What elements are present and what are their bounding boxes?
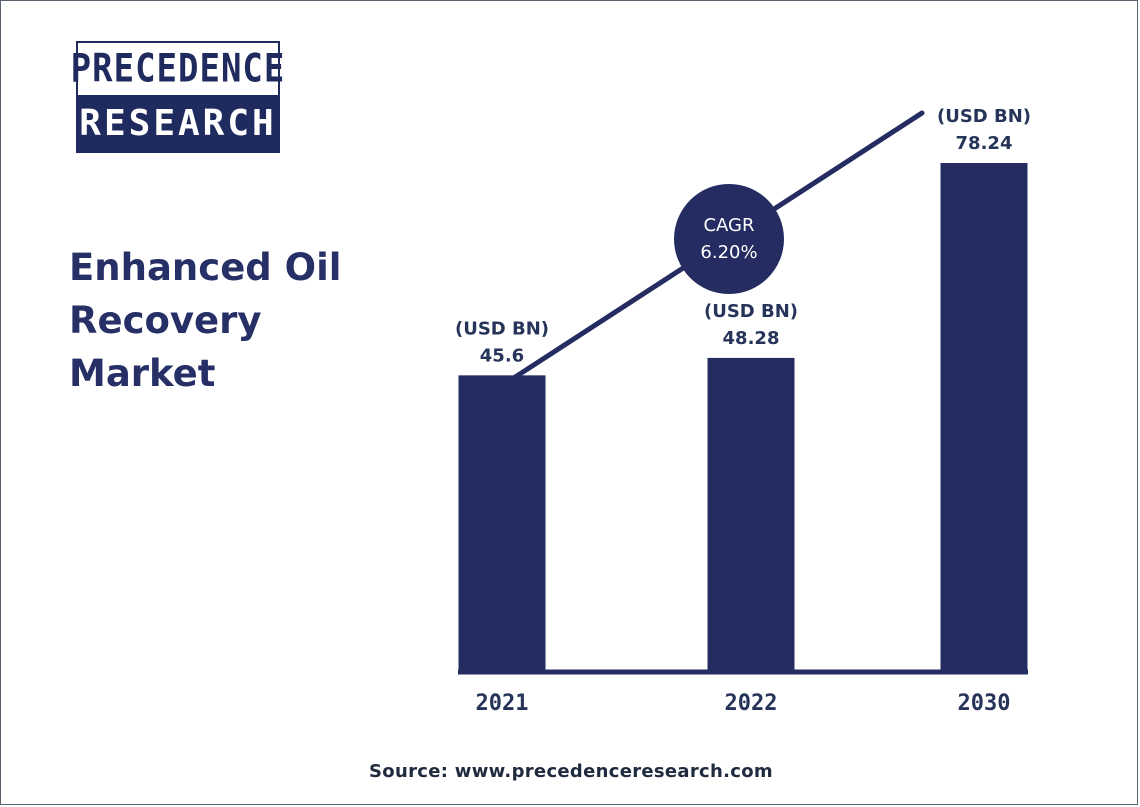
chart-title-line-3: Market: [69, 352, 216, 395]
logo-text-bottom: RESEARCH: [78, 95, 278, 151]
source-note: Source: www.precedenceresearch.com: [369, 761, 773, 782]
x-tick-label-2022: 2022: [725, 691, 778, 716]
cagr-badge: [674, 184, 784, 294]
chart-title-line-1: Enhanced Oil: [69, 246, 342, 289]
unit-label-2021: (USD BN): [455, 318, 549, 339]
unit-label-2022: (USD BN): [704, 301, 798, 322]
bar-2022: [707, 357, 795, 672]
bar-2021: [458, 375, 546, 672]
precedence-research-logo: PRECEDENCE RESEARCH: [70, 41, 286, 153]
data-label-2022: 48.28: [723, 328, 780, 349]
bar-2030: [940, 163, 1028, 672]
chart-title-line-2: Recovery: [69, 299, 262, 342]
logo-text-top: PRECEDENCE: [70, 46, 286, 92]
unit-label-2030: (USD BN): [937, 106, 1031, 127]
data-label-2030: 78.24: [956, 133, 1013, 154]
data-label-2021: 45.6: [480, 345, 524, 366]
x-tick-label-2030: 2030: [958, 691, 1011, 716]
cagr-label: CAGR: [703, 215, 754, 236]
cagr-value: 6.20%: [700, 242, 757, 263]
x-tick-label-2021: 2021: [476, 691, 529, 716]
chart-title: Enhanced Oil Recovery Market: [69, 241, 399, 400]
